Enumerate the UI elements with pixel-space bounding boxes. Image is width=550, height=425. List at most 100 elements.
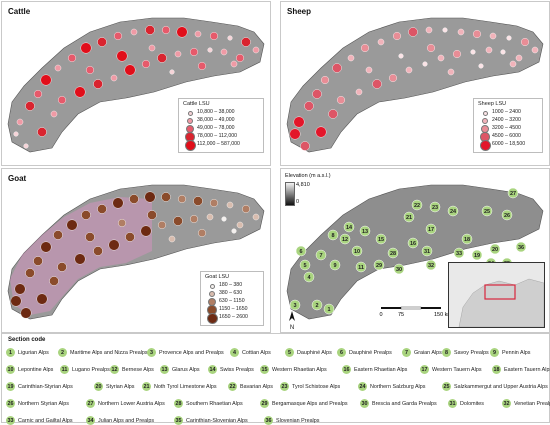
section-marker: 12 xyxy=(339,233,351,245)
cattle-dot xyxy=(93,79,103,89)
goat-dot xyxy=(231,228,237,234)
section-code-item: 16 Eastern Rhaetian Alps xyxy=(342,365,407,374)
cattle-dot xyxy=(194,30,202,38)
section-marker-number: 13 xyxy=(362,229,368,235)
legend-symbol xyxy=(186,117,194,125)
legend-row: 6000 – 18,500 xyxy=(478,139,538,151)
sheep-dot xyxy=(347,54,355,62)
legend-row: 180 – 380 xyxy=(205,282,259,290)
section-code-item: 10 Lepontine Alps xyxy=(6,365,53,374)
cattle-dot xyxy=(74,86,86,98)
section-code-name: Lugano Prealps xyxy=(72,366,110,373)
section-marker: 16 xyxy=(407,237,419,249)
section-code-name: Tyrol Schistose Alps xyxy=(292,383,341,390)
section-marker-number: 6 xyxy=(299,249,302,255)
legend-title: Goat LSU xyxy=(205,273,230,280)
section-code-name: Carinthian-Slovenian Alps xyxy=(186,417,248,424)
goat-dot xyxy=(161,192,171,202)
goat-dot xyxy=(157,221,166,230)
section-code-number: 7 xyxy=(402,348,411,357)
legend-label: 1650 – 2600 xyxy=(219,314,248,321)
section-code-item: 20 Styrian Alps xyxy=(94,382,134,391)
goat-dot xyxy=(144,191,156,203)
section-code-item: 25 Salzkammergut and Upper Austria Alps xyxy=(442,382,548,391)
sheep-dot xyxy=(520,38,529,47)
section-code-item: 6 Dauphiné Prealps xyxy=(337,348,392,357)
legend-label: 4500 – 6000 xyxy=(492,133,521,140)
section-code-number: 5 xyxy=(285,348,294,357)
section-marker-number: 24 xyxy=(450,209,457,215)
section-marker: 1 xyxy=(323,303,335,315)
sheep-legend: Sheep LSU 1000 – 2400 2400 – 3200 3200 – 4… xyxy=(473,97,543,153)
section-code-name: Bergamasque Alps and Prealps xyxy=(272,400,348,407)
section-marker: 6 xyxy=(295,245,307,257)
sheep-dot xyxy=(315,126,327,138)
section-marker-number: 4 xyxy=(307,275,311,281)
legend-label: 49,000 – 78,000 xyxy=(197,125,235,132)
section-marker-number: 11 xyxy=(358,265,364,271)
section-code-item: 22 Bavarian Alps xyxy=(228,382,273,391)
section-code-name: Maritime Alps and Nizza Prealps xyxy=(70,349,148,356)
section-code-number: 6 xyxy=(337,348,346,357)
section-code-number: 34 xyxy=(86,416,95,425)
legend-title: Sheep LSU xyxy=(478,100,507,107)
cattle-dot xyxy=(113,32,122,41)
section-code-number: 35 xyxy=(174,416,183,425)
cattle-dot xyxy=(161,26,170,35)
section-code-name: Swiss Prealps xyxy=(220,366,254,373)
alps-outline xyxy=(286,17,544,153)
sheep-dot xyxy=(408,27,418,37)
legend-label: 1000 – 2400 xyxy=(492,109,521,116)
legend-label: 630 – 1150 xyxy=(219,298,245,305)
section-code-number: 2 xyxy=(58,348,67,357)
section-marker-number: 1 xyxy=(327,307,330,313)
section-code-number: 22 xyxy=(228,382,237,391)
legend-symbol xyxy=(206,312,218,324)
section-code-number: 19 xyxy=(6,382,15,391)
alps-outline xyxy=(7,184,265,320)
section-code-name: Cottian Alps xyxy=(242,349,271,356)
cattle-dots xyxy=(13,25,260,149)
goat-dot xyxy=(177,195,186,204)
section-marker: 21 xyxy=(403,211,415,223)
section-code-item: 24 Northern Salzburg Alps xyxy=(358,382,425,391)
section-code-number: 30 xyxy=(360,399,369,408)
cattle-map xyxy=(7,17,265,153)
section-code-item: 19 Carinthian-Styrian Alps xyxy=(6,382,73,391)
section-code-item: 27 Northern Lower Austria Alps xyxy=(86,399,165,408)
section-code-name: Carinthian-Styrian Alps xyxy=(18,383,73,390)
elevation-title: Elevation (m a.s.l.) xyxy=(285,173,331,179)
cattle-dot xyxy=(230,60,238,68)
goat-dot xyxy=(197,229,206,238)
goat-dot xyxy=(53,230,63,240)
section-code-item: 14 Swiss Prealps xyxy=(208,365,254,374)
section-code-item: 4 Cottian Alps xyxy=(230,348,271,357)
section-marker: 28 xyxy=(387,247,399,259)
section-marker-number: 5 xyxy=(303,263,306,269)
goat-dot xyxy=(20,307,32,319)
legend-row: 112,000 – 587,000 xyxy=(183,139,259,151)
section-marker: 3 xyxy=(289,299,301,311)
goat-dot xyxy=(129,194,139,204)
section-code-number: 15 xyxy=(260,365,269,374)
cattle-dot xyxy=(197,62,206,71)
section-code-name: Western Tauern Alps xyxy=(432,366,482,373)
section-code-item: 21 Noth Tyrol Limestone Alps xyxy=(142,382,217,391)
legend-symbol xyxy=(481,117,489,125)
section-code-number: 12 xyxy=(110,365,119,374)
section-code-number: 32 xyxy=(502,399,511,408)
cattle-dot xyxy=(157,53,167,63)
section-code-name: Southern Rhaetian Alps xyxy=(186,400,243,407)
section-code-name: Dauphiné Prealps xyxy=(349,349,392,356)
section-code-name: Dauphiné Alps xyxy=(297,349,332,356)
elevation-colorbar xyxy=(285,182,295,206)
section-marker: 5 xyxy=(299,259,311,271)
cattle-dot xyxy=(174,50,182,58)
section-marker-number: 8 xyxy=(331,233,334,239)
section-marker-number: 9 xyxy=(333,263,336,269)
section-code-name: Northern Salzburg Alps xyxy=(370,383,426,390)
cattle-dot xyxy=(130,28,138,36)
section-code-name: Bernese Alps xyxy=(122,366,154,373)
goat-dot xyxy=(81,210,91,220)
legend-label: 6000 – 18,500 xyxy=(492,141,526,148)
